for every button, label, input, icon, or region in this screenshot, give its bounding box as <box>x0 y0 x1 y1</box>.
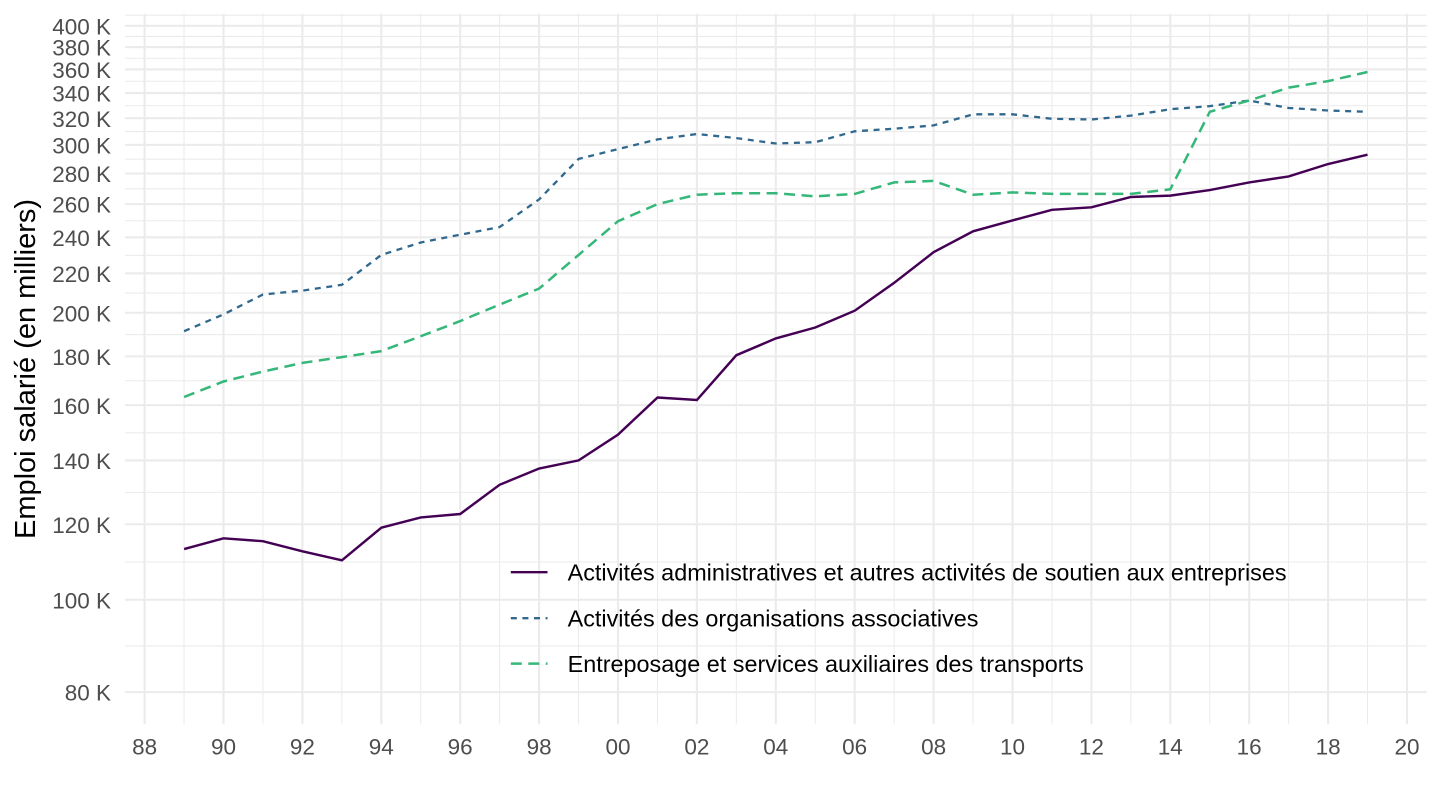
svg-text:400 K: 400 K <box>52 14 111 39</box>
svg-text:320 K: 320 K <box>52 107 111 132</box>
svg-text:220 K: 220 K <box>52 262 111 287</box>
svg-text:180 K: 180 K <box>52 345 111 370</box>
svg-text:Activités administratives et a: Activités administratives et autres acti… <box>568 560 1287 586</box>
svg-text:300 K: 300 K <box>52 134 111 159</box>
svg-text:240 K: 240 K <box>52 226 111 251</box>
svg-text:06: 06 <box>842 735 867 760</box>
svg-text:360 K: 360 K <box>52 58 111 83</box>
svg-text:340 K: 340 K <box>52 82 111 107</box>
svg-text:200 K: 200 K <box>52 301 111 326</box>
svg-text:80 K: 80 K <box>65 681 111 706</box>
svg-text:16: 16 <box>1237 735 1262 760</box>
svg-text:92: 92 <box>290 735 315 760</box>
svg-text:00: 00 <box>605 735 630 760</box>
svg-text:120 K: 120 K <box>52 513 111 538</box>
svg-text:14: 14 <box>1158 735 1183 760</box>
svg-text:12: 12 <box>1079 735 1104 760</box>
svg-text:160 K: 160 K <box>52 394 111 419</box>
svg-text:02: 02 <box>684 735 709 760</box>
svg-text:88: 88 <box>132 735 157 760</box>
svg-text:140 K: 140 K <box>52 449 111 474</box>
svg-text:18: 18 <box>1316 735 1341 760</box>
svg-text:08: 08 <box>921 735 946 760</box>
svg-text:10: 10 <box>1000 735 1025 760</box>
svg-text:98: 98 <box>527 735 552 760</box>
svg-text:260 K: 260 K <box>52 193 111 218</box>
svg-text:20: 20 <box>1394 735 1419 760</box>
svg-text:90: 90 <box>211 735 236 760</box>
svg-text:380 K: 380 K <box>52 36 111 61</box>
svg-text:94: 94 <box>369 735 394 760</box>
svg-text:Emploi salarié (en milliers): Emploi salarié (en milliers) <box>10 199 42 539</box>
svg-text:100 K: 100 K <box>52 588 111 613</box>
svg-text:96: 96 <box>448 735 473 760</box>
svg-text:04: 04 <box>763 735 788 760</box>
svg-text:Activités des organisations as: Activités des organisations associatives <box>568 606 979 632</box>
svg-text:280 K: 280 K <box>52 162 111 187</box>
svg-text:Entreposage et services auxili: Entreposage et services auxiliaires des … <box>568 651 1084 677</box>
